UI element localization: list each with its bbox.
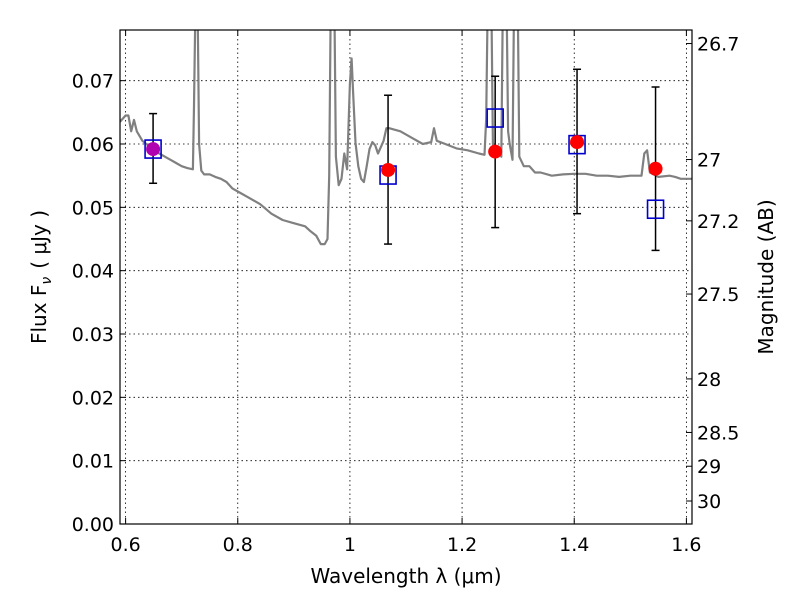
x-tick-label: 0.6 bbox=[110, 534, 140, 556]
y2-tick-label: 30 bbox=[697, 491, 721, 513]
axes: 0.6 0.8 1 1.2 1.4 1.6 0.00 0.01 0.02 0.03 0.04 0.05… bbox=[72, 30, 739, 556]
y-tick-label: 0.00 bbox=[72, 514, 114, 536]
y2-axis-title: Magnitude (AB) bbox=[754, 199, 778, 354]
grid bbox=[120, 30, 692, 525]
y-tick-label: 0.05 bbox=[72, 197, 114, 219]
model-flux-square bbox=[646, 199, 665, 220]
x-tick-label: 1.6 bbox=[671, 534, 701, 556]
y-tick-label: 0.06 bbox=[72, 134, 114, 156]
y2-tick-label: 26.7 bbox=[697, 34, 739, 56]
data-layer bbox=[120, 30, 692, 252]
observed-flux-point bbox=[570, 135, 585, 150]
y-tick-label: 0.02 bbox=[72, 387, 114, 409]
y2-tick-label: 27 bbox=[697, 150, 721, 172]
model-spectrum-line bbox=[120, 30, 692, 246]
plot-frame bbox=[119, 29, 693, 525]
y2-tick-label: 27.2 bbox=[697, 211, 739, 233]
y2-tick-label: 29 bbox=[697, 456, 721, 478]
y2-tick-label: 27.5 bbox=[697, 284, 739, 306]
y-tick-label: 0.01 bbox=[72, 451, 114, 473]
x-tick-label: 1.4 bbox=[559, 534, 589, 556]
y-tick-label: 0.04 bbox=[72, 261, 114, 283]
y2-tick-label: 28.5 bbox=[697, 422, 739, 444]
y-axis-title-unit: ( μJy ) bbox=[27, 210, 51, 269]
y-axis-title-main: Flux F bbox=[27, 285, 51, 344]
y-tick-label: 0.07 bbox=[72, 71, 114, 93]
model-flux-square bbox=[144, 139, 162, 159]
x-tick-label: 0.8 bbox=[223, 534, 253, 556]
observed-flux-point bbox=[648, 161, 663, 176]
y-axis-title: Flux Fν ( μJy ) bbox=[27, 210, 55, 344]
model-flux-square bbox=[486, 108, 504, 128]
y-axis-title-subscript: ν bbox=[39, 277, 55, 285]
y2-tick-label: 28 bbox=[697, 369, 721, 391]
x-tick-label: 1.2 bbox=[447, 534, 477, 556]
x-axis-title: Wavelength λ (μm) bbox=[310, 564, 501, 588]
observed-flux-point bbox=[381, 162, 396, 177]
observed-flux-point bbox=[146, 142, 161, 157]
y-tick-label: 0.03 bbox=[72, 324, 114, 346]
x-tick-label: 1 bbox=[344, 534, 356, 556]
observed-flux-point bbox=[488, 144, 503, 159]
